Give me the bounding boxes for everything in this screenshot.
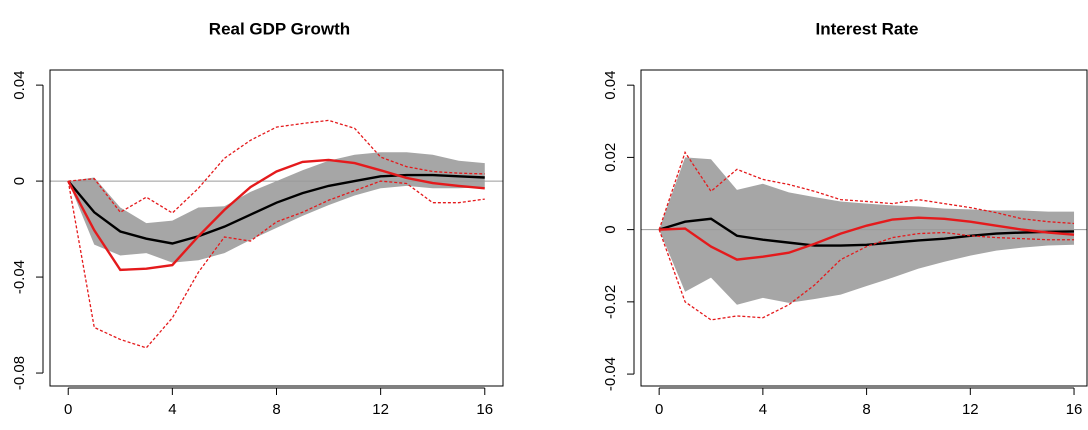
- y-tick-label: 0.04: [602, 71, 619, 100]
- panel: Real GDP Growth -0.08 -0.04 0 0.04 0 4 8 12 16: [11, 19, 504, 418]
- x-tick-label: 0: [655, 401, 663, 418]
- x-tick-label: 4: [168, 401, 176, 418]
- x-tick-label: 16: [1066, 401, 1083, 418]
- x-tick-label: 12: [962, 401, 979, 418]
- y-tick-label: 0: [11, 177, 28, 185]
- series-line: [658, 217, 1075, 247]
- y-tick-label: -0.04: [602, 357, 619, 391]
- x-tick-label: 0: [64, 401, 72, 418]
- series-line: [658, 150, 1075, 230]
- y-tick-label: 0.04: [11, 71, 28, 100]
- plot-frame: [640, 69, 1088, 387]
- x-tick-label: 8: [272, 401, 280, 418]
- x-tick-label: 16: [476, 401, 493, 418]
- y-tick-label: 0.02: [602, 143, 619, 172]
- chart-title: Real GDP Growth: [209, 19, 350, 38]
- y-tick-label: 0: [602, 225, 619, 233]
- series-line: [67, 173, 485, 245]
- chart-title: Interest Rate: [816, 19, 919, 38]
- x-tick-label: 12: [372, 401, 389, 418]
- x-tick-label: 8: [862, 401, 870, 418]
- plot-frame: [49, 69, 504, 387]
- confidence-band: [659, 157, 1075, 305]
- y-tick-label: -0.08: [11, 356, 28, 390]
- series-line: [67, 158, 485, 272]
- y-tick-label: -0.04: [11, 260, 28, 294]
- series-line: [658, 229, 1075, 321]
- series-line: [659, 216, 1075, 261]
- panel: Interest Rate -0.04 -0.02 0 0.02 0.04 0 4 8 12 16: [602, 19, 1088, 418]
- series-line: [68, 119, 485, 214]
- series-line: [67, 180, 485, 349]
- confidence-band: [68, 152, 485, 263]
- y-tick-label: -0.02: [602, 285, 619, 319]
- x-tick-label: 4: [759, 401, 767, 418]
